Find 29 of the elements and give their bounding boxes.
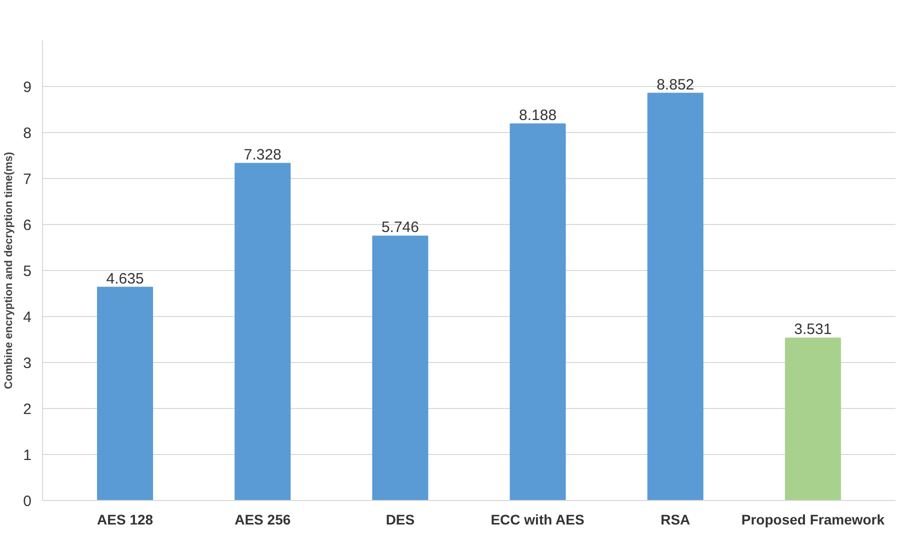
bar [510,123,566,500]
x-tick-label: ECC with AES [490,512,584,528]
y-tick-label: 7 [23,171,32,188]
bar [372,236,428,500]
bar [97,286,154,500]
y-tick-label: 3 [23,355,32,372]
data-label: 8.188 [519,106,557,124]
y-tick-label: 5 [23,263,32,280]
data-label: 3.531 [794,321,832,338]
bar [647,92,704,500]
data-label: 8.852 [656,76,694,94]
x-tick-label: Proposed Framework [741,512,885,528]
data-label: 4.635 [106,270,144,288]
data-label: 7.328 [244,146,282,164]
x-tick-label: DES [386,512,415,528]
y-tick-label: 6 [23,217,32,234]
y-tick-label: 8 [23,125,32,142]
x-tick-label: AES 256 [234,512,291,528]
x-tick-label: AES 128 [97,512,154,528]
y-tick-label: 9 [23,79,32,96]
data-label: 5.746 [381,219,419,236]
y-tick-label: 1 [23,447,32,464]
bar [784,338,841,500]
x-tick-label: RSA [660,512,690,528]
y-tick-label: 0 [23,493,32,510]
y-tick-label: 4 [23,309,32,326]
y-tick-label: 2 [23,401,32,418]
bar [234,162,291,500]
y-axis-title: Combine encryption and decryption time(ms) [3,152,16,390]
